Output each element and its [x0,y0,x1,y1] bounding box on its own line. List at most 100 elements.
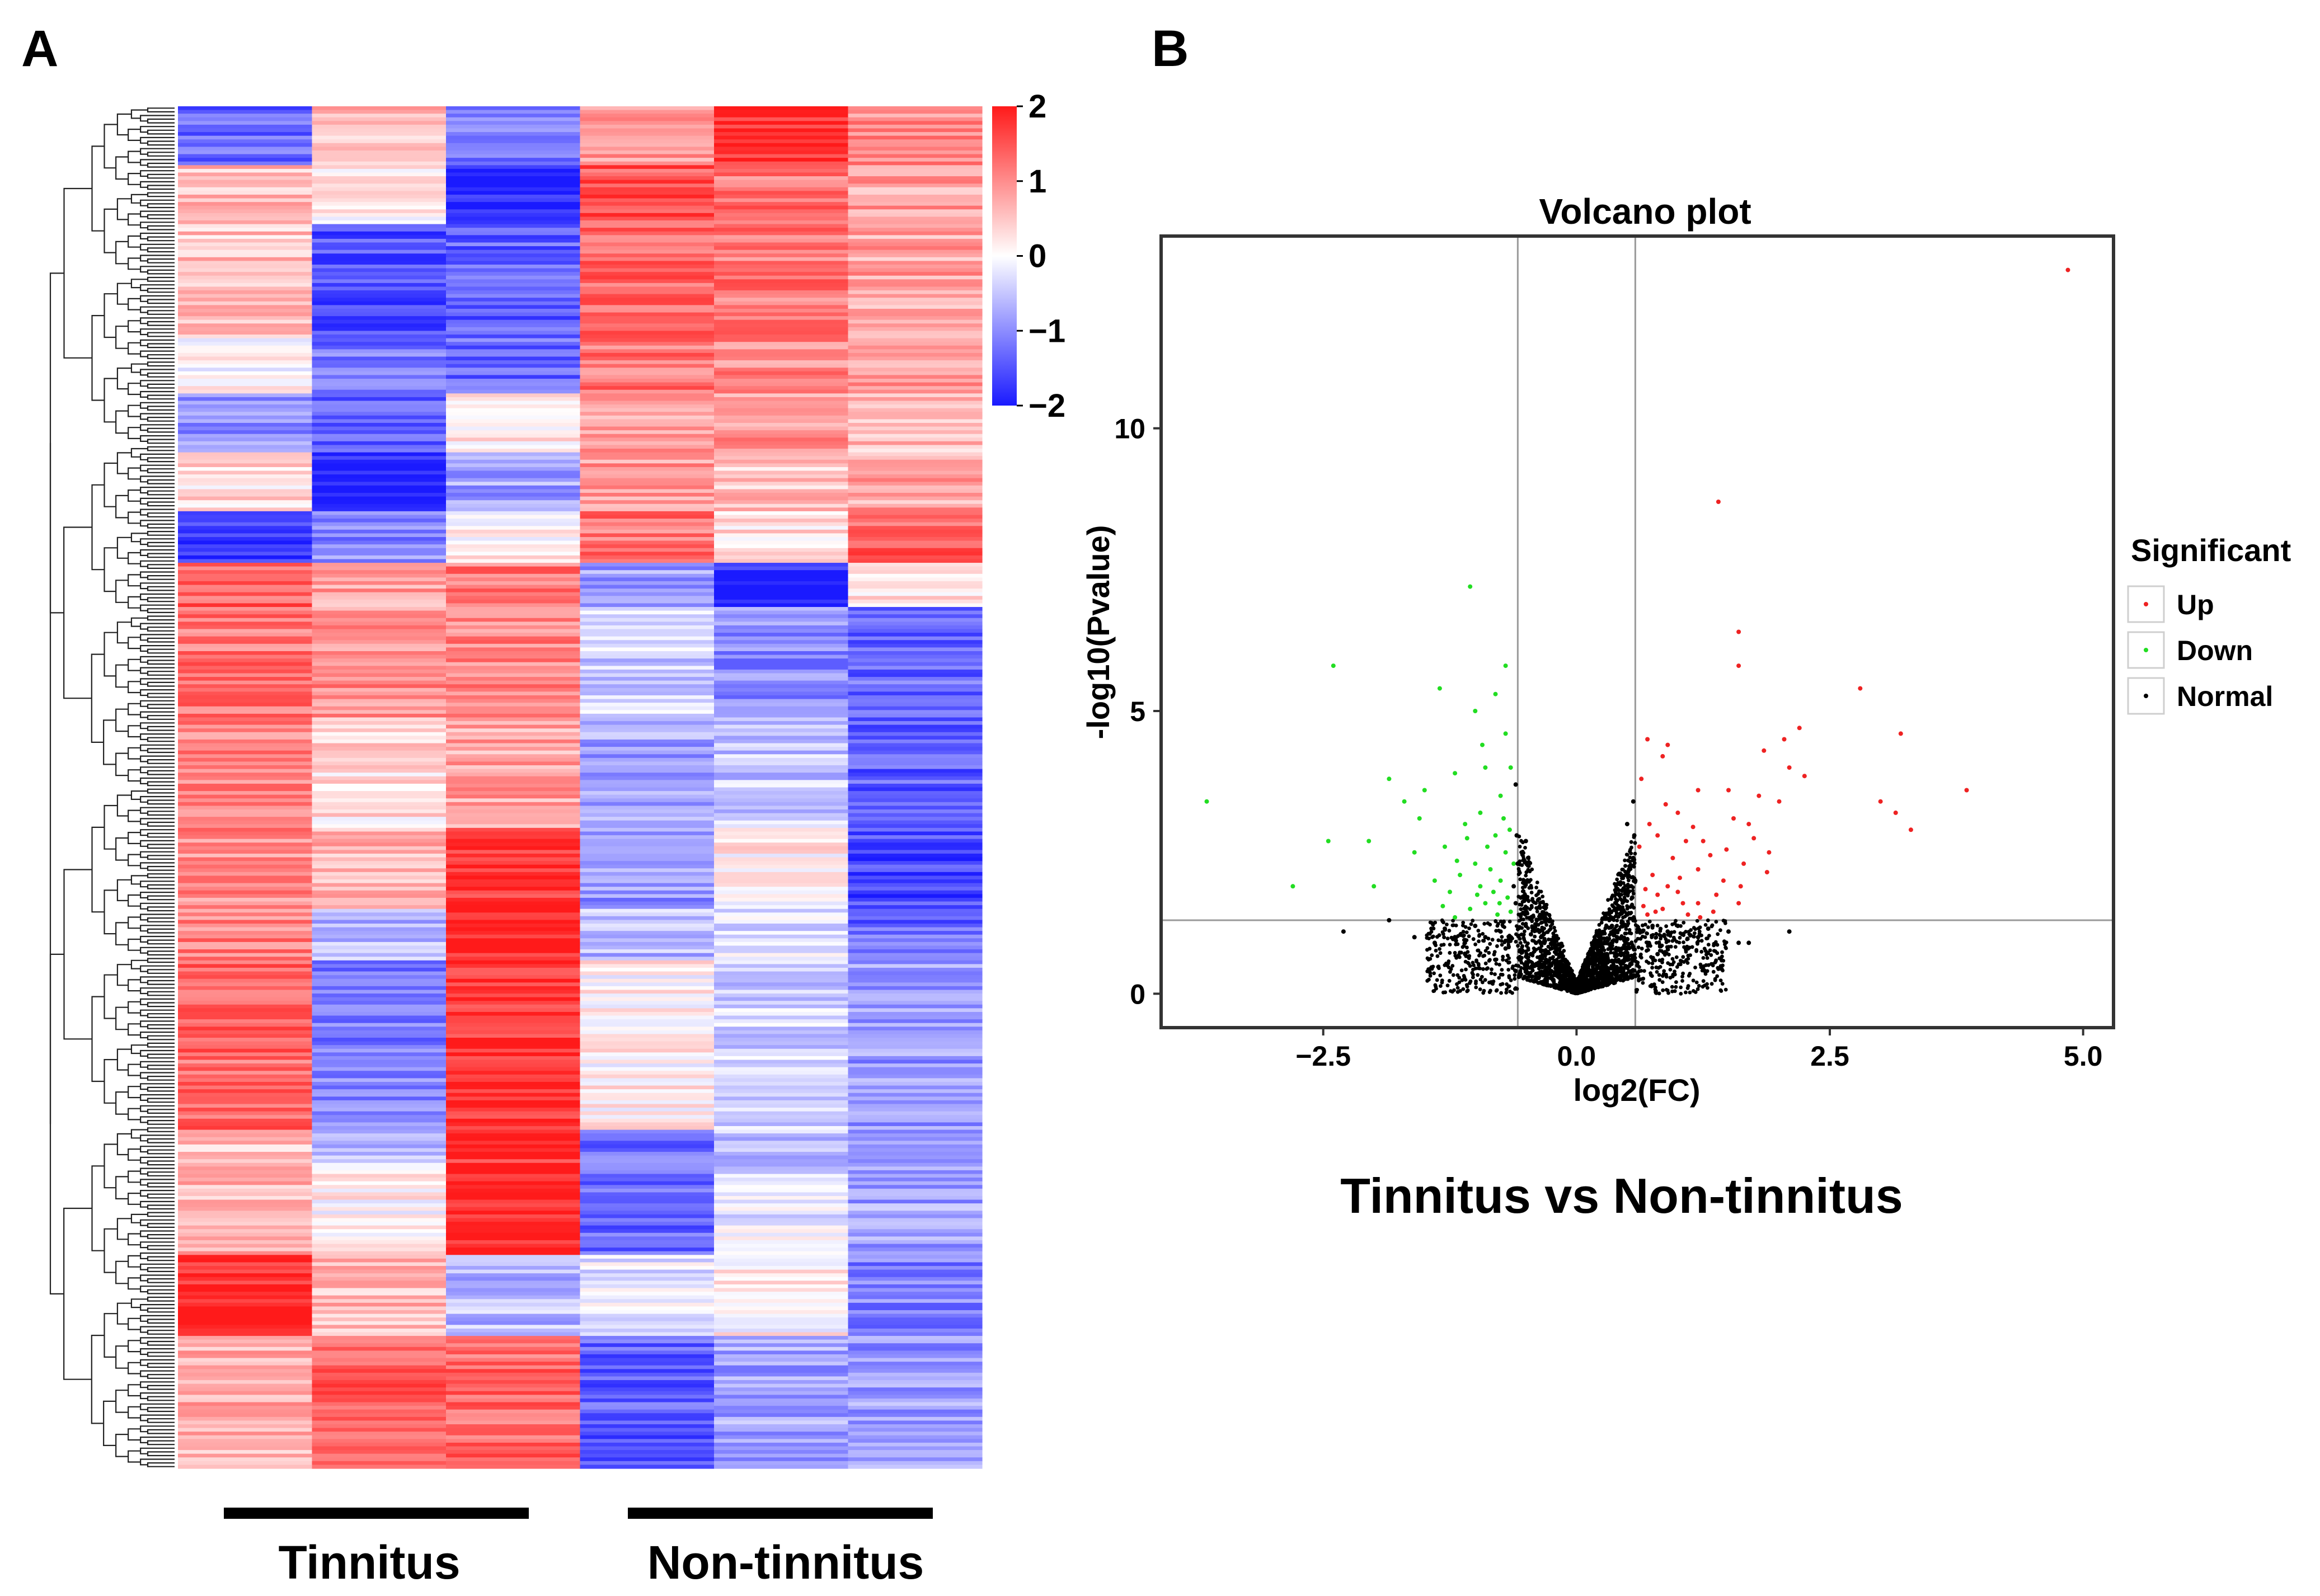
heatmap-cell [178,724,313,729]
heatmap-cell [178,864,313,869]
heatmap-cell [446,1126,581,1131]
heatmap-cell [178,1155,313,1160]
heatmap-cell [446,327,581,332]
heatmap-cell [714,1178,849,1182]
heatmap-cell [178,1056,313,1061]
heatmap-cell [580,1045,715,1049]
heatmap-cell [178,931,313,935]
normal-point [1705,956,1710,960]
heatmap-cell [312,220,447,225]
heatmap-cell [178,1218,313,1222]
heatmap-cell [580,1144,715,1149]
heatmap-cell [178,331,313,335]
heatmap-cell [714,393,849,398]
heatmap-cell [848,1045,983,1049]
heatmap-cell [580,967,715,972]
normal-point [1487,950,1491,955]
heatmap-cell [178,150,313,155]
heatmap-cell [446,813,581,817]
normal-point [1599,940,1603,944]
normal-point [1701,956,1706,960]
heatmap-cell [446,360,581,365]
heatmap-cell [580,750,715,755]
heatmap-cell [446,1222,581,1226]
heatmap-cell [178,861,313,865]
heatmap-cell [848,1196,983,1200]
heatmap-cell [714,467,849,472]
heatmap-cell [178,124,313,129]
heatmap-cell [714,813,849,817]
heatmap-cell [714,824,849,828]
heatmap-cell [580,596,715,600]
heatmap-cell [446,519,581,523]
heatmap-cell [714,688,849,692]
normal-point [1507,956,1511,961]
heatmap-cell [848,135,983,140]
normal-point [1549,974,1553,978]
heatmap-cell [714,997,849,1001]
heatmap-cell [312,312,447,317]
heatmap-cell [848,1089,983,1094]
heatmap-cell [580,695,715,700]
normal-point [1719,989,1723,993]
normal-point [1626,893,1630,898]
heatmap-cell [848,176,983,181]
heatmap-cell [848,994,983,998]
heatmap-cell [178,312,313,317]
heatmap-cell [714,1041,849,1046]
normal-point [1537,939,1541,943]
normal-point [1441,932,1445,936]
heatmap-cell [446,1457,581,1462]
heatmap-cell [178,1328,313,1333]
heatmap-cell [714,1211,849,1215]
heatmap-cell [178,633,313,637]
heatmap-cell [178,662,313,666]
heatmap-cell [446,1347,581,1351]
heatmap-cell [848,1152,983,1156]
heatmap-cell [580,437,715,442]
heatmap-cell [714,724,849,729]
heatmap-cell [714,883,849,887]
normal-point [1567,962,1571,966]
heatmap-cell [446,850,581,854]
normal-point [1477,953,1481,958]
heatmap-cell [580,691,715,696]
heatmap-cell [178,172,313,177]
normal-point [1494,962,1499,966]
heatmap-cell [446,1214,581,1219]
normal-point [1465,945,1469,950]
heatmap-cell [178,783,313,788]
heatmap-cell [580,894,715,898]
heatmap-cell [580,589,715,593]
heatmap-cell [178,585,313,589]
heatmap-cell [848,319,983,324]
heatmap-cell [848,434,983,438]
normal-point [1445,963,1449,968]
heatmap-cell [848,1096,983,1101]
heatmap-cell [446,610,581,615]
heatmap-cell [848,1004,983,1009]
heatmap-cell [848,1170,983,1175]
heatmap-cell [580,445,715,449]
heatmap-cell [312,117,447,121]
heatmap-cell [714,820,849,825]
heatmap-cell [446,573,581,578]
normal-point [1721,959,1726,963]
heatmap-cell [580,559,715,563]
heatmap-cell [178,625,313,630]
normal-point [1605,976,1609,980]
heatmap-cell [580,1262,715,1267]
heatmap-cell [312,610,447,615]
normal-point [1524,908,1528,912]
heatmap-cell [580,1450,715,1454]
heatmap-cell [580,927,715,931]
heatmap-cell [178,1052,313,1057]
heatmap-cell [312,1229,447,1234]
heatmap-cell [848,209,983,214]
normal-point [1636,936,1640,941]
heatmap-cell [848,1188,983,1193]
heatmap-cell [446,647,581,652]
heatmap-cell [714,945,849,950]
heatmap-cell [714,1336,849,1340]
normal-point [1481,932,1485,936]
